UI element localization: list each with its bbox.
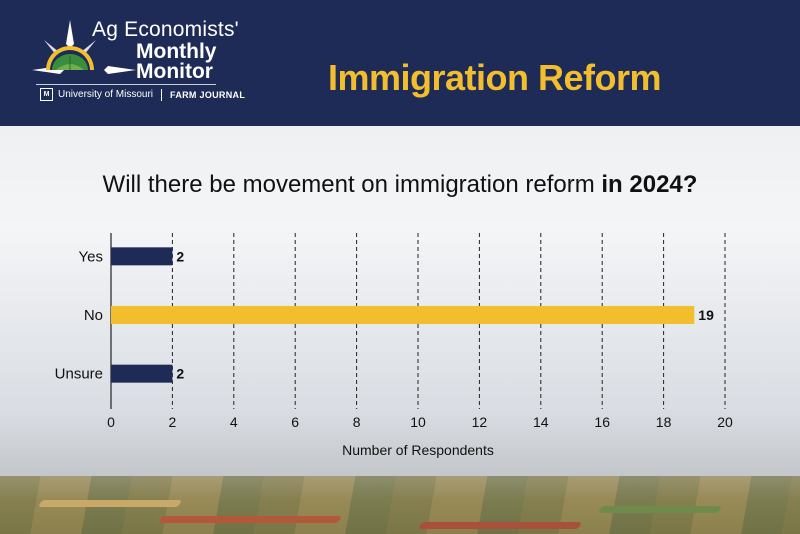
x-tick-label-6: 6: [291, 414, 299, 430]
data-label-yes: 2: [176, 248, 184, 264]
chart-title-plain: Will there be movement on immigration re…: [102, 171, 602, 198]
bars: [111, 247, 695, 383]
partner-university: University of Missouri: [58, 89, 154, 100]
bar-no: [111, 306, 695, 324]
category-label-unsure: Unsure: [55, 366, 103, 383]
partner-farm-journal: FARM JOURNAL: [170, 89, 246, 100]
x-tick-label-2: 2: [169, 414, 177, 430]
bar-chart: 0 2 4 6 8 10 12 14 16 18 20 Yes 2 No 19 Unsure 2 Number …: [55, 233, 733, 458]
bar-yes: [111, 247, 173, 266]
x-tick-label-16: 16: [594, 414, 610, 430]
partner-logos: M University of Missouri FARM JOURNAL: [40, 88, 245, 101]
farmland-background: [0, 476, 800, 534]
category-label-yes: Yes: [79, 248, 103, 265]
mizzou-icon: M: [40, 88, 53, 101]
chart-labels: 0 2 4 6 8 10 12 14 16 18 20 Yes 2 No 19 Unsure 2: [55, 248, 733, 430]
logo-text-line1: Ag Economists': [92, 18, 239, 41]
field-stripe: [157, 516, 343, 523]
logo-text-line2: Monthly: [136, 40, 217, 63]
x-tick-label-4: 4: [230, 414, 238, 430]
logo-divider: [36, 84, 216, 85]
chart-title: Will there be movement on immigration re…: [0, 171, 800, 199]
compass-star-icon: [32, 20, 136, 74]
field-stripe: [597, 506, 723, 513]
page-title: Immigration Reform: [328, 57, 662, 98]
chart-title-bold: in 2024?: [601, 171, 698, 198]
partner-divider: [161, 88, 163, 101]
category-label-no: No: [84, 307, 103, 324]
x-tick-label-0: 0: [107, 414, 115, 430]
data-label-no: 19: [698, 307, 714, 323]
x-tick-label-20: 20: [717, 414, 733, 430]
field-stripe: [417, 522, 583, 529]
field-stripe: [37, 500, 183, 507]
bar-unsure: [111, 364, 173, 383]
x-axis-title: Number of Respondents: [342, 442, 494, 458]
x-tick-label-8: 8: [353, 414, 361, 430]
header-banner: Ag Economists' Monthly Monitor M Univers…: [0, 0, 800, 126]
x-tick-label-18: 18: [656, 414, 672, 430]
sky-background: [0, 126, 800, 534]
x-tick-label-10: 10: [410, 414, 426, 430]
x-tick-label-12: 12: [472, 414, 488, 430]
data-label-unsure: 2: [176, 366, 184, 382]
logo-text-line3: Monitor: [136, 60, 213, 83]
x-tick-label-14: 14: [533, 414, 549, 430]
